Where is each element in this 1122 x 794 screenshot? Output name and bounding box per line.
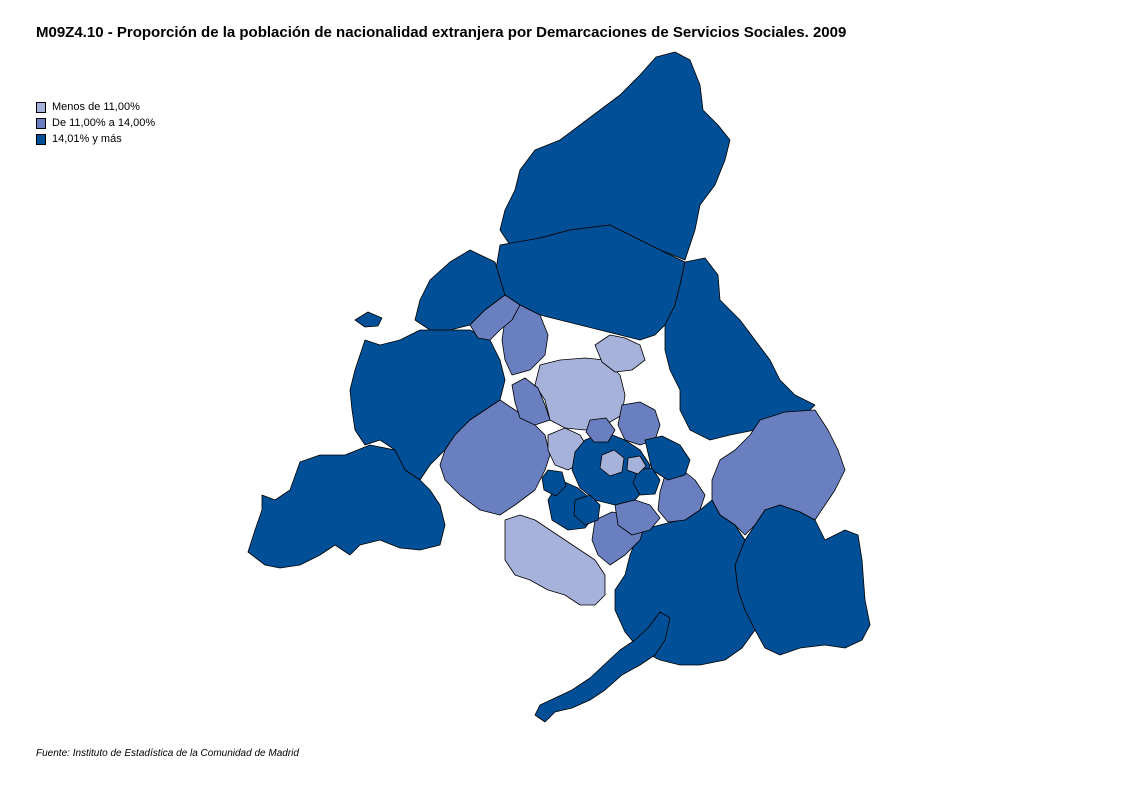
map-region-inner-d <box>541 469 567 497</box>
map-region-north-metro-large <box>534 357 626 431</box>
map-region-north-metro-mid <box>501 304 549 376</box>
map-region-inner-c <box>585 417 616 443</box>
map-region-south-west <box>247 444 446 569</box>
map-region-inner-a <box>573 494 601 526</box>
map-region-south-tail <box>534 611 671 723</box>
legend: Menos de 11,00% De 11,00% a 14,00% 14,01… <box>36 99 155 147</box>
map-region-south <box>614 499 756 666</box>
legend-item: De 11,00% a 14,00% <box>36 115 155 131</box>
legend-label: De 11,00% a 14,00% <box>52 117 156 129</box>
legend-swatch-high <box>36 133 46 145</box>
legend-item: Menos de 11,00% <box>36 99 155 115</box>
legend-swatch-low <box>36 101 46 113</box>
map-region-core-mid <box>599 449 625 477</box>
map-title: M09Z4.10 - Proporción de la población de… <box>36 24 847 41</box>
legend-label: 14,01% y más <box>52 133 122 145</box>
legend-label: Menos de 11,00% <box>52 101 140 113</box>
map-region-west-isolate <box>354 311 383 328</box>
map-region-inner-b <box>632 467 661 496</box>
map-region-core-south-east <box>614 499 661 536</box>
legend-item: 14,01% y más <box>36 131 155 147</box>
map-region-inner-e <box>626 455 647 475</box>
map-region-north-west-metro <box>469 294 521 341</box>
map-region-south-east <box>734 504 871 656</box>
source-note: Fuente: Instituto de Estadística de la C… <box>36 748 299 759</box>
map-region-west-metro <box>439 399 551 516</box>
map-region-north-west-small <box>511 377 551 426</box>
map-region-south-metro-low <box>504 514 606 606</box>
legend-swatch-mid <box>36 117 46 129</box>
map-region-east-metro <box>657 467 706 523</box>
map-region-north-metro-small <box>594 334 646 373</box>
